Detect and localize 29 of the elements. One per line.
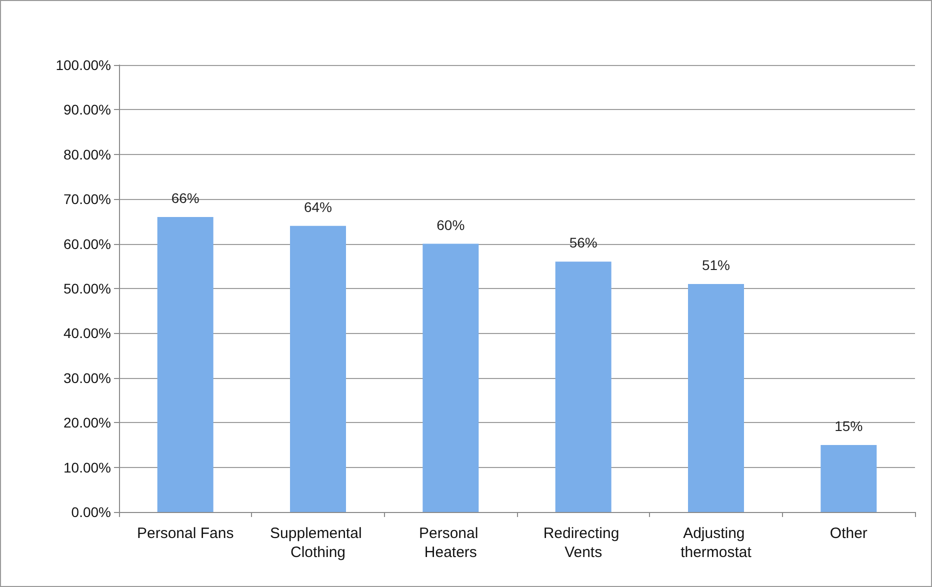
x-tick-label: Personal Fans — [136, 525, 234, 542]
data-label: 51% — [702, 257, 730, 274]
x-tick-label: Supplemental Clothing — [270, 525, 366, 561]
data-label: 60% — [436, 216, 465, 233]
bar — [422, 244, 479, 512]
y-tick-label: 40.00% — [64, 325, 111, 342]
x-tick-label: Personal Heaters — [418, 525, 482, 561]
y-tick-label: 90.00% — [64, 102, 111, 118]
y-tick-label: 50.00% — [64, 280, 111, 296]
bar — [688, 284, 744, 512]
y-tick-label: 100.00% — [56, 57, 111, 73]
x-tick-label: Redirecting Vents — [543, 525, 624, 561]
y-tick-label: 60.00% — [64, 236, 111, 252]
y-tick-label: 80.00% — [64, 146, 111, 162]
y-tick-label: 70.00% — [64, 191, 111, 208]
bar — [820, 444, 877, 512]
data-label: 56% — [569, 234, 598, 251]
y-tick-label: 20.00% — [64, 414, 111, 431]
data-label: 64% — [304, 198, 332, 215]
bar — [555, 262, 612, 512]
y-tick-label: 30.00% — [64, 370, 111, 386]
y-tick-label: 0.00% — [71, 504, 111, 520]
bar — [290, 226, 346, 512]
x-tick-label: Other — [830, 525, 868, 542]
bar — [157, 216, 214, 512]
data-label: 66% — [171, 190, 200, 206]
data-label: 15% — [834, 418, 863, 434]
x-tick-label: Adjusting thermostat — [680, 525, 752, 561]
y-tick-label: 10.00% — [64, 459, 111, 476]
